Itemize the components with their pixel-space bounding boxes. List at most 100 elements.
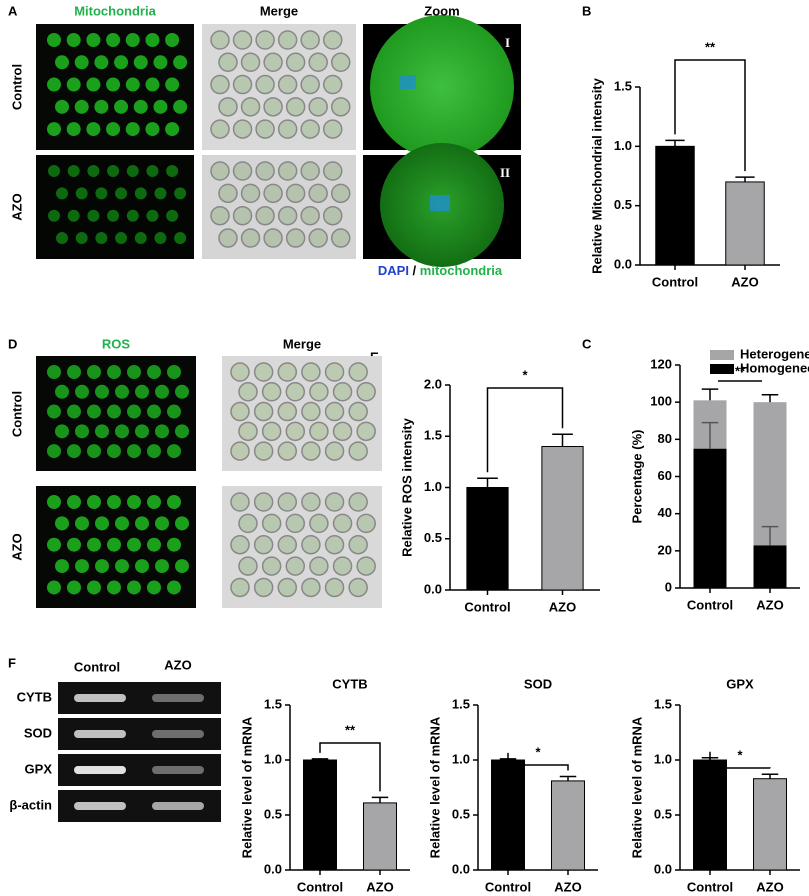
y-tick-label: 1.0 xyxy=(424,479,442,494)
oocyte xyxy=(67,444,81,459)
oocyte xyxy=(47,404,61,419)
oocyte xyxy=(47,365,61,379)
oocyte xyxy=(330,52,351,73)
oocyte xyxy=(167,495,181,509)
oocyte xyxy=(300,161,320,181)
oocyte xyxy=(348,492,368,512)
oocyte xyxy=(238,513,258,534)
oocyte xyxy=(261,556,282,576)
oocyte xyxy=(230,577,250,598)
dapi xyxy=(400,75,416,89)
oocyte xyxy=(126,209,139,222)
y-tick-label: 0.5 xyxy=(654,806,672,821)
oocyte xyxy=(238,556,258,576)
oocyte xyxy=(300,30,320,50)
y-tick-label: 1.0 xyxy=(654,751,672,766)
bar xyxy=(491,759,525,871)
oocyte xyxy=(330,228,351,248)
oocyte xyxy=(55,424,69,439)
column-header: ROS xyxy=(102,336,131,351)
oocyte xyxy=(174,232,187,245)
x-tick-label: Control xyxy=(687,597,733,612)
oocyte xyxy=(75,384,89,399)
oocyte xyxy=(87,165,100,177)
oocyte xyxy=(106,77,121,92)
oocyte xyxy=(67,165,80,177)
significance-bracket xyxy=(674,59,746,172)
oocyte xyxy=(230,401,250,422)
oocyte xyxy=(95,187,108,200)
oocyte xyxy=(106,33,121,47)
oocyte xyxy=(348,441,368,461)
oocyte xyxy=(48,165,60,177)
oocyte xyxy=(348,577,368,598)
bar xyxy=(725,181,765,266)
oocyte xyxy=(107,495,121,509)
oocyte xyxy=(263,183,283,204)
gel-row-label: CYTB xyxy=(17,689,52,704)
gel-band xyxy=(152,802,204,810)
oocyte xyxy=(174,187,187,200)
oocyte xyxy=(324,534,345,555)
oocyte xyxy=(86,77,101,92)
y-tick-label: 120 xyxy=(650,356,672,371)
oocyte xyxy=(322,161,343,181)
oocyte xyxy=(167,404,181,419)
oocyte xyxy=(47,444,61,459)
oocyte xyxy=(115,384,129,399)
oocyte xyxy=(56,232,68,245)
oocyte xyxy=(232,205,253,226)
oocyte xyxy=(155,559,169,574)
oocyte xyxy=(66,122,81,137)
significance: * xyxy=(522,367,528,382)
oocyte xyxy=(255,74,275,95)
oocyte xyxy=(125,122,140,137)
oocyte xyxy=(175,516,189,531)
oocyte xyxy=(127,365,141,379)
oocyte xyxy=(230,441,250,461)
oocyte xyxy=(301,577,321,598)
bar xyxy=(303,759,337,871)
oocyte xyxy=(155,384,169,399)
oocyte xyxy=(324,577,345,598)
oocyte xyxy=(95,232,108,245)
oocyte xyxy=(261,382,282,402)
oocyte xyxy=(107,580,121,595)
oocyte xyxy=(67,209,80,222)
oocyte xyxy=(74,55,89,70)
oocyte xyxy=(87,444,101,459)
oocyte xyxy=(308,228,328,248)
oocyte xyxy=(277,492,298,512)
gel-row-label: GPX xyxy=(25,761,53,776)
y-tick-label: 0.0 xyxy=(424,581,442,596)
oocyte xyxy=(127,495,141,509)
oocyte xyxy=(253,492,274,512)
y-tick-label: 1.0 xyxy=(264,751,282,766)
oocyte xyxy=(154,232,167,245)
dapi xyxy=(430,195,450,211)
legend-part: / xyxy=(413,263,420,278)
oocyte xyxy=(114,55,129,70)
oocyte xyxy=(300,205,320,226)
oocyte xyxy=(125,33,140,47)
oocyte xyxy=(332,382,353,402)
oocyte xyxy=(324,492,345,512)
oocyte xyxy=(324,362,345,382)
significance-bracket xyxy=(486,387,564,473)
y-tick-label: 1.0 xyxy=(452,751,470,766)
oocyte xyxy=(87,209,100,222)
oocyte xyxy=(134,187,147,200)
oocyte xyxy=(147,580,161,595)
oocyte xyxy=(263,228,283,248)
oocyte xyxy=(277,30,298,50)
oocyte xyxy=(285,382,306,402)
gel-band xyxy=(152,766,204,774)
y-axis-label: Relative Mitochondrial intensity xyxy=(589,77,604,274)
y-tick-label: 1.5 xyxy=(452,696,470,711)
oocyte xyxy=(154,187,167,200)
bar xyxy=(541,446,584,591)
oocyte xyxy=(47,33,61,47)
gel-band xyxy=(152,694,204,702)
oocyte xyxy=(146,209,159,222)
oocyte xyxy=(285,228,306,248)
